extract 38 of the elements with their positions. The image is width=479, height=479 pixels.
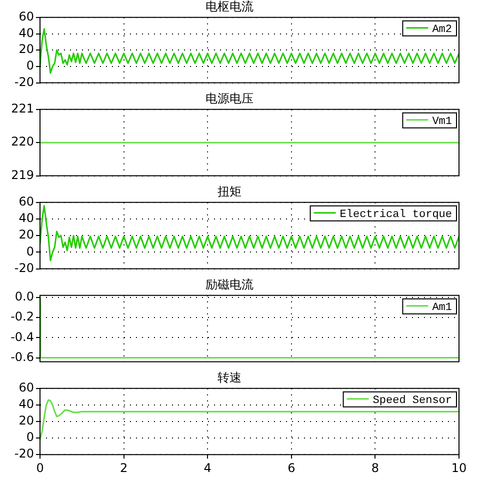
- x-tick-label: 10: [451, 460, 467, 475]
- x-tick-label: 8: [371, 460, 380, 475]
- x-tick-label: 2: [120, 460, 128, 475]
- y-tick-label: 60: [18, 380, 34, 395]
- y-tick-label: -0.4: [10, 330, 34, 344]
- x-tick-label: 6: [288, 460, 296, 475]
- chart-title: 励磁电流: [206, 277, 254, 292]
- y-tick-label: 220: [11, 134, 34, 149]
- chart-title: 转速: [218, 370, 242, 384]
- y-tick-label: 0: [26, 244, 34, 258]
- y-tick-label: 20: [18, 228, 34, 242]
- y-tick-label: 40: [18, 26, 34, 40]
- y-tick-label: 0: [26, 430, 34, 444]
- x-tick-label: 4: [204, 460, 212, 475]
- legend-label: Vm1: [432, 116, 452, 128]
- legend-label: Electrical torque: [340, 208, 452, 221]
- y-tick-label: 0: [26, 58, 34, 73]
- y-tick-label: 60: [18, 10, 34, 24]
- y-tick-label: 221: [11, 102, 34, 116]
- y-tick-label: -0.6: [10, 350, 34, 364]
- y-tick-label: -20: [14, 74, 34, 89]
- y-tick-label: -20: [14, 260, 34, 275]
- y-tick-label: 40: [18, 211, 34, 226]
- y-tick-label: 20: [18, 42, 34, 56]
- chart-title: 扭矩: [218, 184, 242, 198]
- chart-title: 电枢电流: [206, 0, 254, 14]
- y-tick-label: -0.2: [10, 310, 34, 324]
- y-tick-label: 20: [18, 414, 34, 428]
- legend-label: Speed Sensor: [372, 394, 452, 407]
- x-tick-label: 0: [36, 460, 44, 475]
- y-tick-label: 219: [11, 168, 34, 182]
- legend-label: Am1: [432, 302, 452, 314]
- legend-label: Am2: [432, 24, 452, 36]
- y-tick-label: -20: [14, 446, 34, 461]
- y-tick-label: 60: [18, 194, 34, 209]
- chart-title: 电源电压: [206, 91, 254, 106]
- y-tick-label: 0.0: [14, 290, 34, 304]
- y-tick-label: 40: [18, 397, 34, 412]
